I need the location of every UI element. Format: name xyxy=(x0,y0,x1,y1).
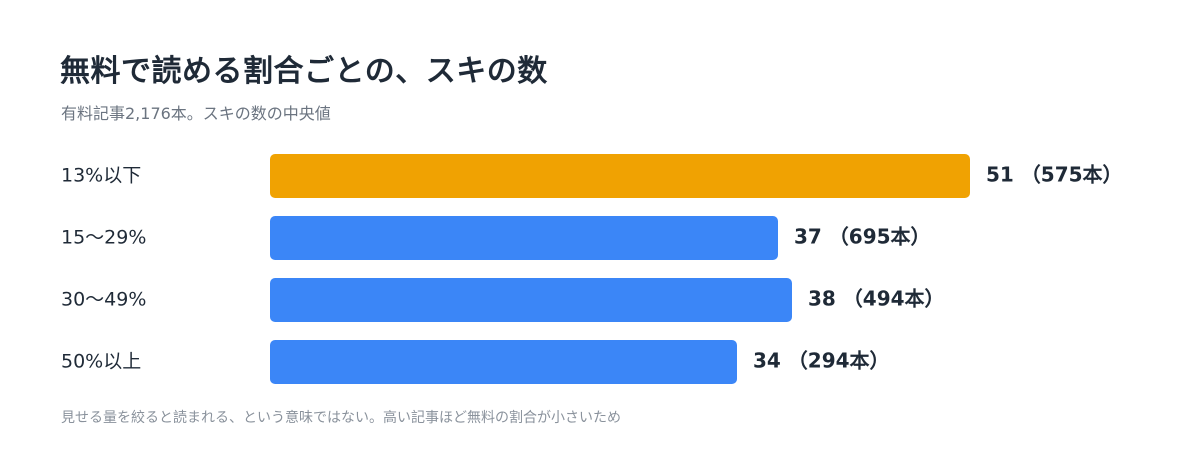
chart-title: 無料で読める割合ごとの、スキの数 xyxy=(60,54,548,89)
bar xyxy=(270,278,792,322)
bar-value-label: 38 （494本） xyxy=(808,287,945,311)
bar xyxy=(270,154,970,198)
bar-value-label: 37 （695本） xyxy=(794,225,931,249)
chart-footnote: 見せる量を絞ると読まれる、という意味ではない。高い記事ほど無料の割合が小さいため xyxy=(61,410,621,426)
bar-value-label: 51 （575本） xyxy=(986,163,1123,187)
bar xyxy=(270,216,778,260)
category-label: 50%以上 xyxy=(61,351,141,373)
category-label: 13%以下 xyxy=(61,165,141,187)
chart-subtitle: 有料記事2,176本。スキの数の中央値 xyxy=(61,104,331,123)
bar-value-label: 34 （294本） xyxy=(753,349,890,373)
category-label: 30〜49% xyxy=(61,289,146,311)
bar xyxy=(270,340,737,384)
category-label: 15〜29% xyxy=(61,227,146,249)
